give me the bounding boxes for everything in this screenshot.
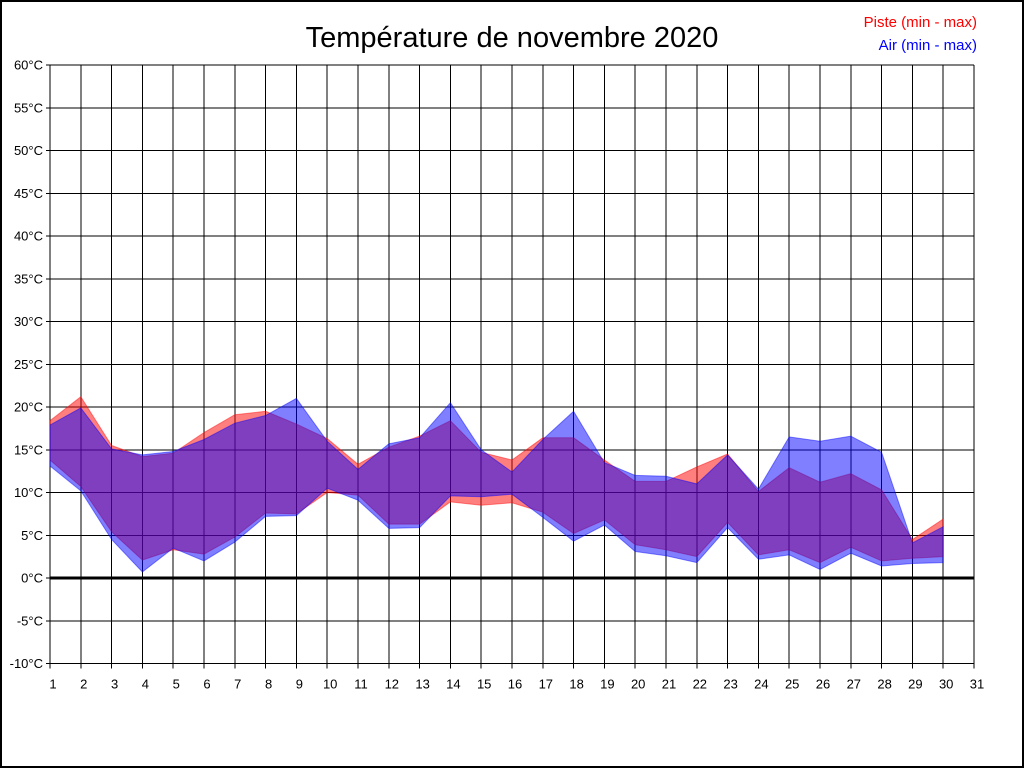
x-tick-label: 12 [385, 677, 399, 692]
x-tick-label: 8 [265, 677, 272, 692]
x-tick-label: 14 [446, 677, 460, 692]
x-tick-label: 19 [600, 677, 614, 692]
x-tick-label: 1 [49, 677, 56, 692]
y-tick-label: 35°C [14, 271, 43, 286]
x-tick-label: 6 [203, 677, 210, 692]
legend-air-label: Air (min - max) [879, 37, 977, 54]
y-tick-label: 5°C [21, 528, 43, 543]
x-tick-label: 9 [296, 677, 303, 692]
y-tick-label: 15°C [14, 442, 43, 457]
x-tick-label: 5 [173, 677, 180, 692]
x-tick-label: 21 [662, 677, 676, 692]
x-tick-label: 17 [539, 677, 553, 692]
x-tick-label: 26 [816, 677, 830, 692]
y-tick-label: -10°C [10, 656, 43, 671]
legend-piste-label: Piste (min - max) [864, 14, 977, 31]
x-tick-label: 2 [80, 677, 87, 692]
x-tick-label: 22 [693, 677, 707, 692]
y-tick-label: 60°C [14, 58, 43, 73]
y-tick-label: 40°C [14, 229, 43, 244]
x-tick-label: 15 [477, 677, 491, 692]
air-temperature-band [49, 397, 944, 573]
x-tick-label: 7 [234, 677, 241, 692]
y-tick-label: 55°C [14, 100, 43, 115]
x-tick-label: 18 [569, 677, 583, 692]
y-tick-label: 20°C [14, 400, 43, 415]
y-tick-label: 50°C [14, 143, 43, 158]
x-tick-label: 3 [111, 677, 118, 692]
x-axis-labels: 1 2 3 4 5 6 7 8 9 10 11 12 13 14 15 16 17 18 19 20 21 22 23 24 2… [49, 677, 984, 692]
x-tick-label: 16 [508, 677, 522, 692]
chart-title: Température de novembre 2020 [306, 22, 719, 54]
y-tick-label: 25°C [14, 357, 43, 372]
x-tick-label: 11 [354, 677, 368, 692]
x-tick-label: 23 [723, 677, 737, 692]
x-tick-label: 27 [847, 677, 861, 692]
x-tick-label: 30 [939, 677, 953, 692]
x-tick-label: 24 [754, 677, 768, 692]
x-tick-label: 4 [142, 677, 149, 692]
y-tick-label: 45°C [14, 186, 43, 201]
y-tick-label: 0°C [21, 571, 43, 586]
x-tick-label: 10 [323, 677, 337, 692]
y-tick-label: 30°C [14, 314, 43, 329]
y-tick-label: 10°C [14, 485, 43, 500]
x-tick-label: 13 [415, 677, 429, 692]
x-tick-label: 20 [631, 677, 645, 692]
x-tick-label: 31 [970, 677, 984, 692]
y-axis-labels: 60°C 55°C 50°C 45°C 40°C 35°C 30°C 25°C 20°C 15°C… [10, 58, 43, 672]
y-tick-label: -5°C [17, 613, 43, 628]
x-tick-label: 25 [785, 677, 799, 692]
x-tick-label: 29 [908, 677, 922, 692]
x-tick-label: 28 [877, 677, 891, 692]
